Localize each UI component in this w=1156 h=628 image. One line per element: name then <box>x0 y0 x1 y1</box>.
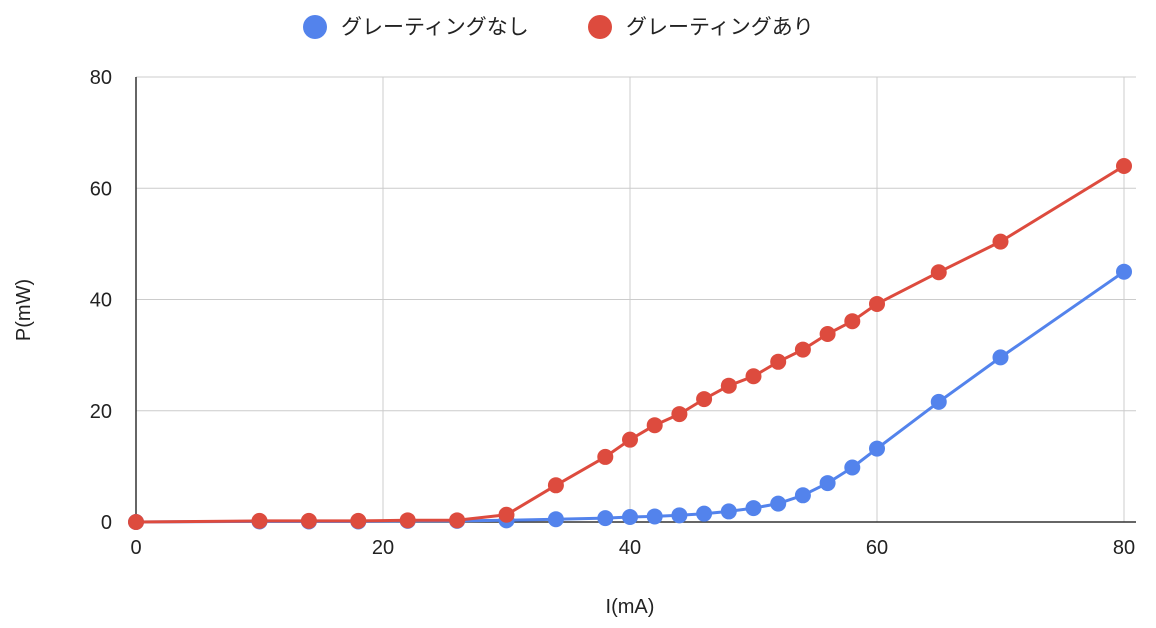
data-point <box>646 508 663 525</box>
data-point <box>597 510 614 527</box>
data-point <box>745 500 762 517</box>
y-tick-labels: 0 20 40 60 80 <box>90 67 112 534</box>
data-point <box>350 512 367 529</box>
data-point <box>1116 263 1132 280</box>
data-point <box>770 495 787 512</box>
y-tick-label: 0 <box>101 512 112 534</box>
data-point <box>819 475 836 492</box>
data-point <box>671 507 688 524</box>
y-axis-title: P(mW) <box>13 279 35 341</box>
y-tick-label: 40 <box>90 290 112 312</box>
data-point <box>597 448 614 465</box>
legend-marker <box>588 15 612 39</box>
x-tick-label: 40 <box>619 537 641 559</box>
data-point <box>992 233 1009 250</box>
data-point <box>622 508 638 525</box>
y-tick-label: 20 <box>90 401 112 423</box>
data-point <box>819 325 836 342</box>
legend-label: グレーティングあり <box>626 15 814 39</box>
gridlines <box>136 76 1136 522</box>
x-tick-label: 60 <box>866 537 888 559</box>
series-2 <box>128 158 1132 530</box>
data-point <box>251 512 268 529</box>
x-axis-title: I(mA) <box>606 596 655 618</box>
legend: グレーティングなし グレーティングあり <box>303 15 814 39</box>
data-point <box>671 406 688 423</box>
data-point <box>622 431 638 448</box>
data-point <box>930 264 947 281</box>
y-tick-label: 60 <box>90 178 112 200</box>
data-point <box>128 514 144 530</box>
data-point <box>869 440 885 457</box>
data-point <box>646 417 663 434</box>
data-point <box>770 353 787 370</box>
data-point <box>794 487 811 504</box>
data-point <box>844 459 861 476</box>
data-point <box>1116 158 1132 174</box>
data-point <box>547 511 564 528</box>
data-point <box>449 512 466 529</box>
data-point <box>720 503 737 520</box>
x-tick-label: 0 <box>130 537 141 559</box>
y-tick-label: 80 <box>90 67 112 89</box>
legend-item: グレーティングなし <box>303 15 529 39</box>
data-point <box>745 368 762 385</box>
data-point <box>300 512 317 529</box>
data-point <box>696 505 713 522</box>
x-tick-label: 20 <box>372 537 394 559</box>
data-point <box>844 313 861 330</box>
series-layer <box>128 158 1132 530</box>
data-point <box>930 393 947 410</box>
x-tick-label: 80 <box>1113 537 1135 559</box>
data-point <box>869 295 885 312</box>
data-point <box>992 349 1009 366</box>
legend-marker <box>303 15 327 39</box>
legend-label: グレーティングなし <box>341 15 529 39</box>
data-point <box>794 341 811 358</box>
data-point <box>720 377 737 394</box>
data-point <box>498 506 515 523</box>
x-tick-labels: 0 20 40 60 80 <box>130 537 1135 559</box>
data-point <box>399 512 416 529</box>
data-point <box>696 391 713 408</box>
legend-item: グレーティングあり <box>588 15 814 39</box>
data-point <box>547 477 564 494</box>
